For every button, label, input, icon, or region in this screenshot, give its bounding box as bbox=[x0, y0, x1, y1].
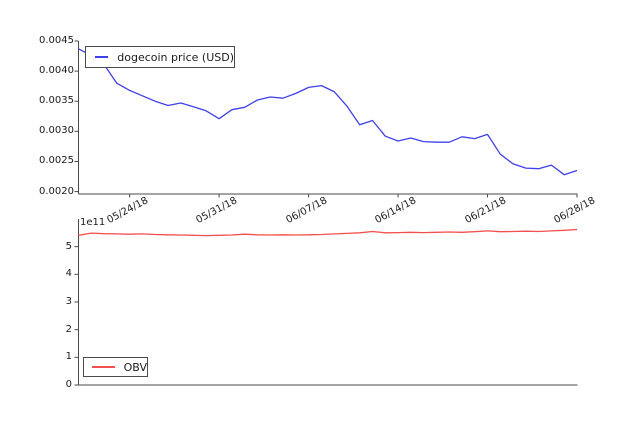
ytick-top-tick-label: 0.0025 bbox=[39, 155, 74, 167]
obv-legend: OBV bbox=[83, 357, 148, 377]
ytick-top-tick-label: 0.0020 bbox=[39, 185, 74, 197]
ytick-top-tick-label: 0.0035 bbox=[39, 95, 74, 107]
price-line bbox=[78, 48, 578, 176]
ytick-bot-tick-label: 5 bbox=[65, 240, 72, 252]
obv-legend-line-icon bbox=[92, 366, 115, 368]
obv-legend-label: OBV bbox=[123, 360, 147, 374]
ytick-top-tick-label: 0.0045 bbox=[39, 35, 74, 46]
obv-line bbox=[78, 228, 578, 237]
price-legend-line-icon bbox=[95, 56, 109, 58]
price-legend: dogecoin price (USD) bbox=[85, 46, 235, 68]
obv-axis-offset-label: 1e11 bbox=[80, 217, 106, 228]
ytick-bot-tick-label: 4 bbox=[65, 268, 72, 280]
price-legend-label: dogecoin price (USD) bbox=[117, 50, 234, 64]
ytick-bot-tick-label: 1 bbox=[65, 351, 72, 363]
ytick-bot-tick-label: 0 bbox=[65, 379, 72, 390]
ytick-top-tick-label: 0.0040 bbox=[39, 65, 74, 77]
ytick-top-tick-label: 0.0030 bbox=[39, 125, 74, 137]
ytick-bot-tick-label: 2 bbox=[65, 323, 72, 335]
ytick-bot-tick-label: 3 bbox=[65, 296, 72, 307]
